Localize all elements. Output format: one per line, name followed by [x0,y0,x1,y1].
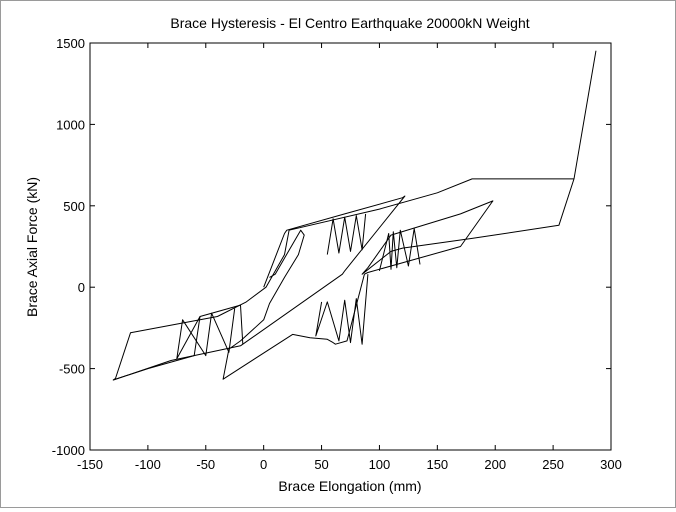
x-tick-label: 150 [426,457,448,472]
y-axis-label: Brace Axial Force (kN) [24,177,40,317]
x-tick-label: 200 [484,457,506,472]
series-line-3 [176,308,236,360]
chart-title: Brace Hysteresis - El Centro Earthquake … [170,15,529,31]
x-tick-label: 250 [542,457,564,472]
series-layer [112,50,597,381]
x-tick-label: -50 [196,457,215,472]
series-line-5 [378,228,421,272]
x-axis-label: Brace Elongation (mm) [278,478,421,494]
x-tick-label: 50 [314,457,328,472]
x-tick-label: 100 [369,457,391,472]
x-tick-label: 300 [600,457,622,472]
y-tick-label: 500 [63,199,85,214]
plot-area [90,43,611,450]
series-line-6 [326,213,367,255]
x-axis: -150 -100 -50 0 50 100 150 200 250 300 [77,43,622,472]
y-tick-label: 1000 [56,117,85,132]
plot-border [89,42,612,451]
x-tick-label: 0 [260,457,267,472]
y-axis: -1000 -500 0 500 1000 1500 [52,36,611,458]
y-tick-label: -1000 [52,443,85,458]
x-tick-label: -150 [77,457,103,472]
y-tick-label: -500 [59,362,85,377]
y-tick-label: 0 [78,280,85,295]
series-line-4 [315,274,369,345]
series-line-2 [113,304,244,381]
y-tick-label: 1500 [56,36,85,51]
x-tick-label: -100 [135,457,161,472]
